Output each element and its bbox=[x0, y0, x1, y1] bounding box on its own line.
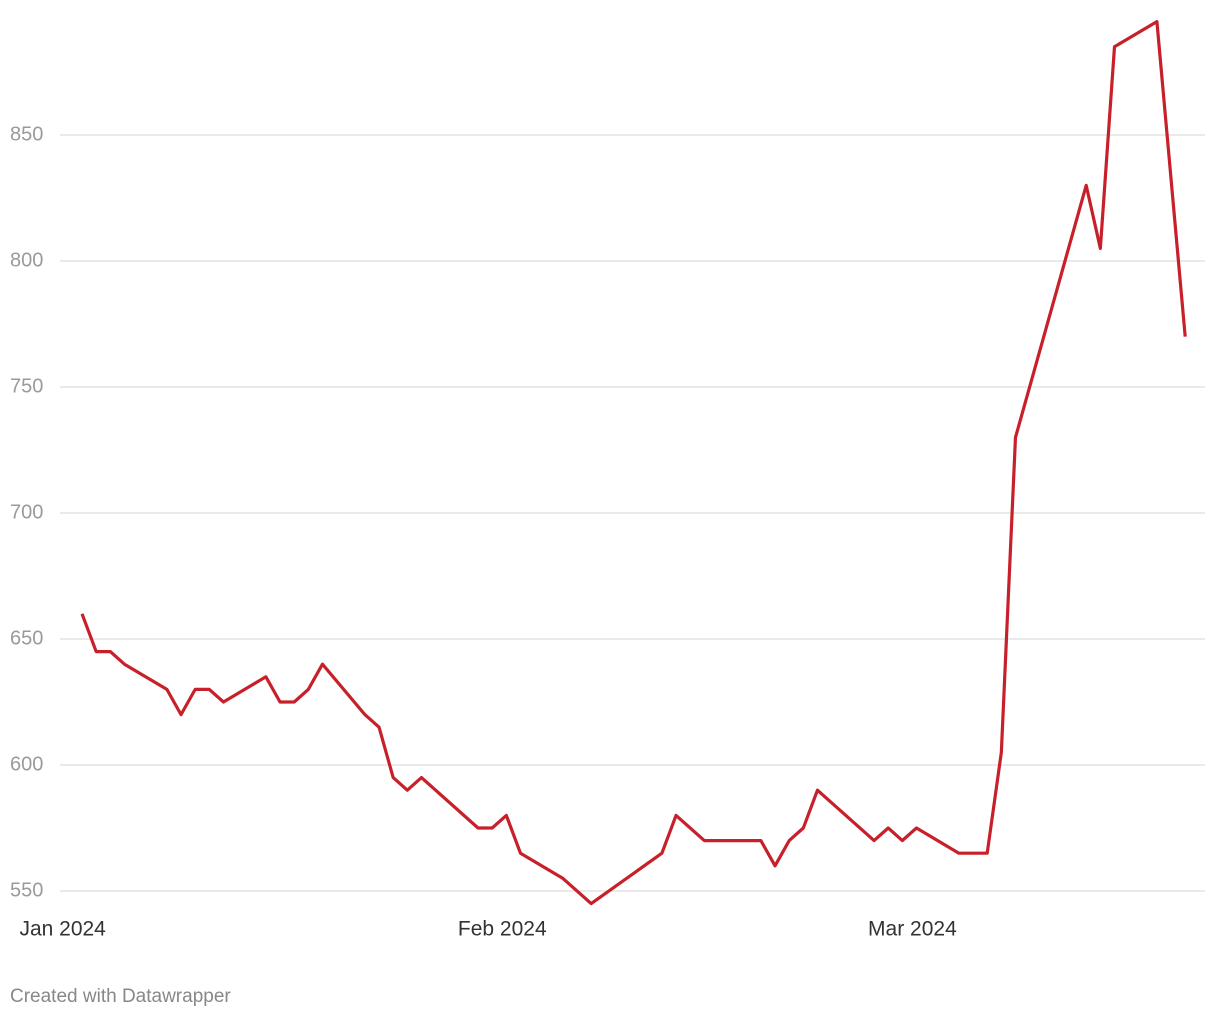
y-tick-label: 550 bbox=[10, 879, 43, 901]
x-tick-label: Jan 2024 bbox=[19, 918, 106, 941]
y-tick-label: 750 bbox=[10, 375, 43, 397]
y-tick-label: 600 bbox=[10, 753, 43, 775]
y-tick-label: 650 bbox=[10, 627, 43, 649]
y-tick-label: 800 bbox=[10, 249, 43, 271]
footer: Created with Datawrapper bbox=[10, 986, 231, 1007]
x-tick-label: Mar 2024 bbox=[868, 918, 957, 941]
y-tick-label: 700 bbox=[10, 501, 43, 523]
x-tick-label: Feb 2024 bbox=[458, 918, 547, 941]
line bbox=[80, 20, 1187, 906]
y-tick-label: 850 bbox=[10, 123, 43, 145]
